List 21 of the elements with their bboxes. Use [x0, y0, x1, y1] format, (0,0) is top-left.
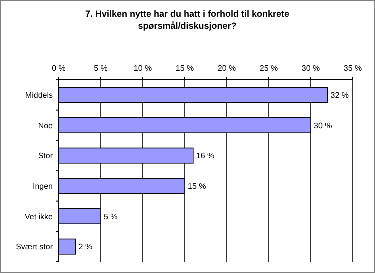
- data-label: 5 %: [104, 212, 118, 222]
- x-tick-label: 20 %: [218, 64, 236, 73]
- data-label: 30 %: [314, 121, 332, 130]
- x-tick-label: 30 %: [302, 64, 320, 73]
- x-tick-label: 5 %: [94, 64, 108, 73]
- data-label: 15 %: [188, 182, 206, 191]
- y-tick-label: Noe: [38, 121, 54, 130]
- data-label: 2 %: [78, 242, 93, 252]
- chart-title: 7. Hvilken nytte har du hatt i forhold til konkrete spørsmål/diskusjoner?: [85, 9, 290, 31]
- data-label: 16 %: [196, 152, 215, 161]
- data-label: 32 %: [330, 90, 350, 100]
- x-tick-label: 10 %: [134, 64, 152, 73]
- y-tick-label: Ingen: [32, 182, 53, 191]
- y-tick-label: Vet ikke: [24, 212, 54, 222]
- x-tick-label: 0 %: [52, 64, 66, 73]
- x-tick-label: 25 %: [260, 64, 278, 73]
- y-tick-label: Svært stor: [16, 242, 54, 252]
- x-tick-label: 15 %: [176, 64, 194, 73]
- y-tick-label: Stor: [38, 152, 54, 161]
- x-tick-label: 35 %: [344, 64, 362, 73]
- y-tick-label: Middels: [25, 90, 53, 100]
